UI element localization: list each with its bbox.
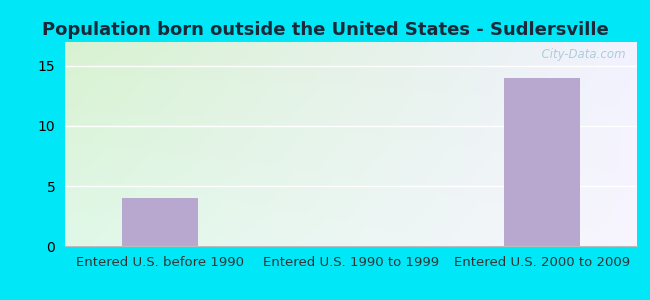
Text: City-Data.com: City-Data.com [534, 48, 625, 61]
Text: Population born outside the United States - Sudlersville: Population born outside the United State… [42, 21, 608, 39]
Bar [122, 198, 198, 246]
Bar [504, 78, 580, 246]
